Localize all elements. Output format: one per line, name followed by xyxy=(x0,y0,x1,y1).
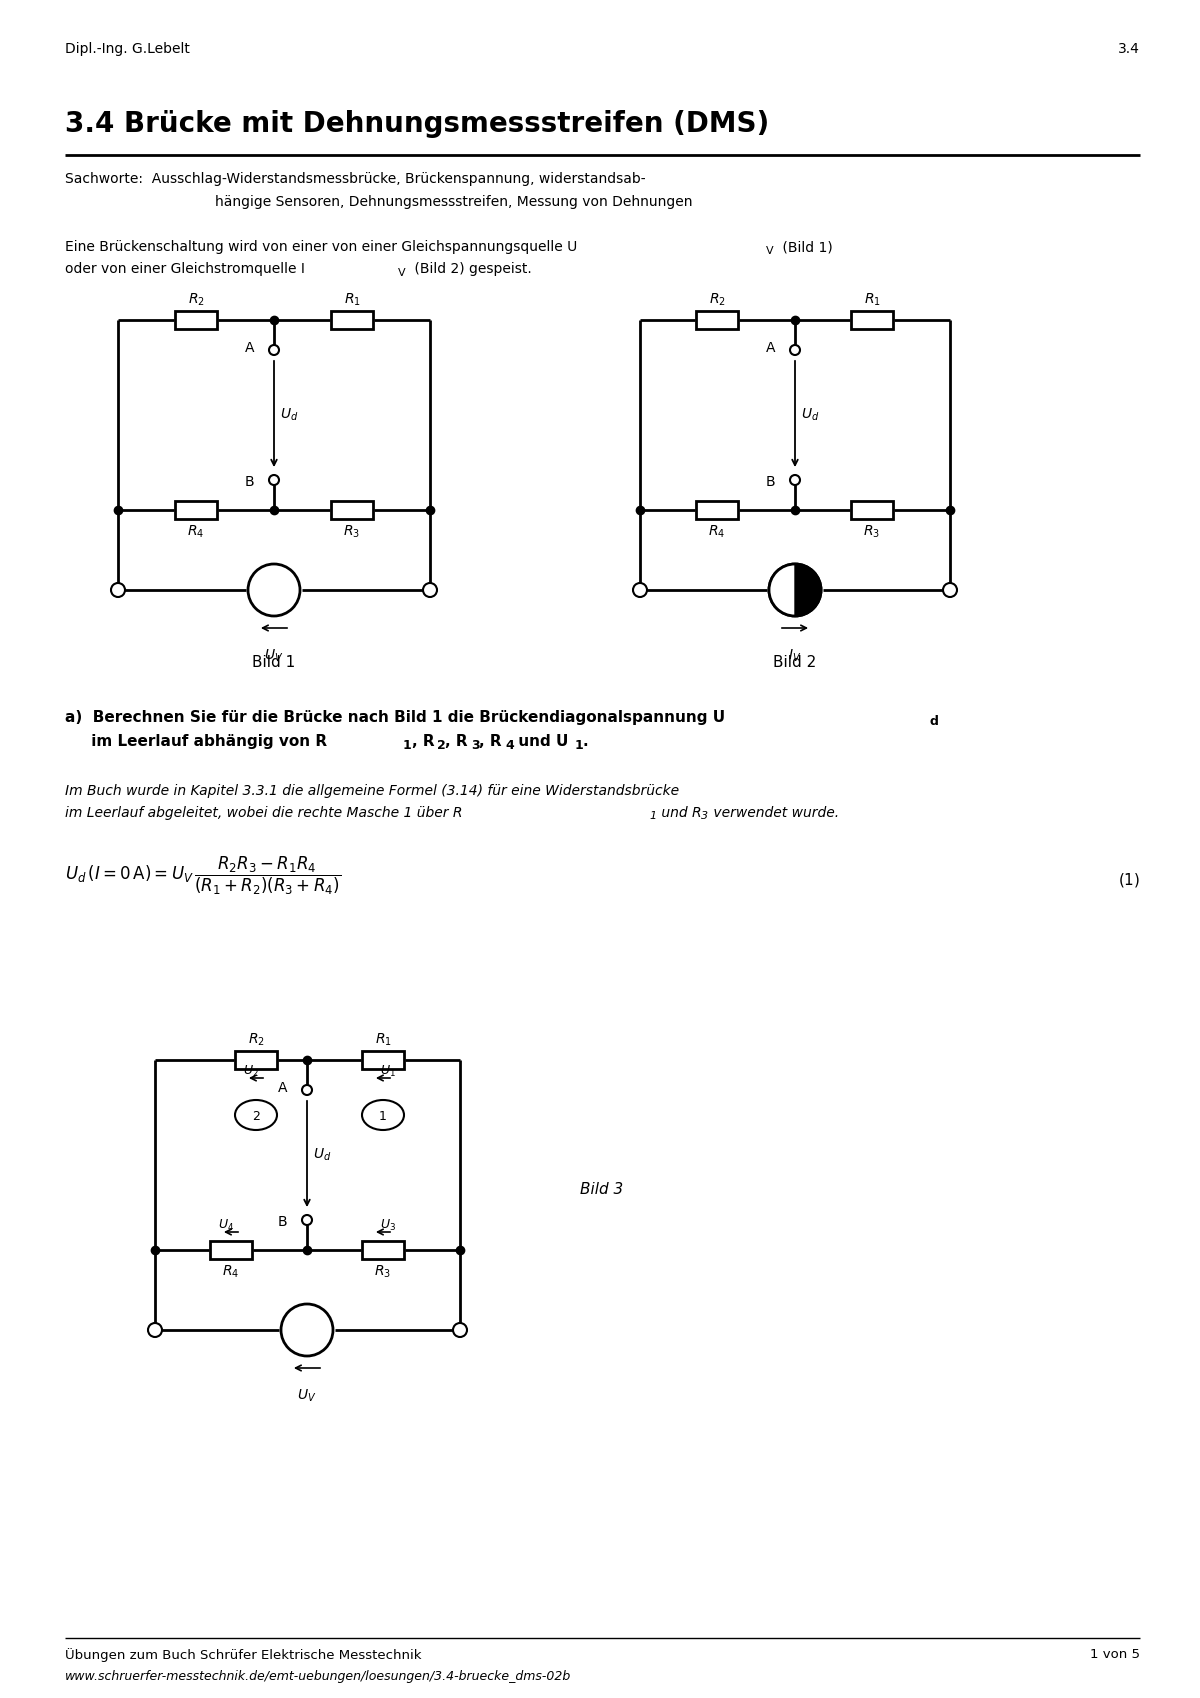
Bar xyxy=(175,311,217,329)
Text: $R_4$: $R_4$ xyxy=(708,525,726,540)
Text: $U_V$: $U_V$ xyxy=(264,649,283,664)
Bar xyxy=(696,501,738,520)
Text: Sachworte:  Ausschlag-Widerstandsmessbrücke, Brückenspannung, widerstandsab-: Sachworte: Ausschlag-Widerstandsmessbrüc… xyxy=(65,171,646,187)
Text: V: V xyxy=(766,246,774,256)
Text: 1: 1 xyxy=(403,739,412,752)
Text: $R_3$: $R_3$ xyxy=(374,1263,391,1280)
Text: 2: 2 xyxy=(437,739,445,752)
Text: B: B xyxy=(766,475,775,489)
Ellipse shape xyxy=(362,1100,404,1129)
Text: $U_d$: $U_d$ xyxy=(802,408,820,423)
Text: Bild 3: Bild 3 xyxy=(580,1182,623,1197)
Circle shape xyxy=(302,1085,312,1095)
Text: (Bild 1): (Bild 1) xyxy=(778,239,833,255)
Bar xyxy=(235,1051,277,1070)
Text: $R_4$: $R_4$ xyxy=(222,1263,240,1280)
Text: , R: , R xyxy=(479,734,502,749)
Circle shape xyxy=(943,582,958,598)
Circle shape xyxy=(248,564,300,616)
Bar xyxy=(331,501,373,520)
Text: Bild 2: Bild 2 xyxy=(773,655,817,671)
Text: 1: 1 xyxy=(575,739,583,752)
Text: A: A xyxy=(245,341,254,355)
Text: www.schruerfer-messtechnik.de/emt-uebungen/loesungen/3.4-bruecke_dms-02b: www.schruerfer-messtechnik.de/emt-uebung… xyxy=(65,1671,571,1683)
Text: Bild 1: Bild 1 xyxy=(252,655,295,671)
Circle shape xyxy=(634,582,647,598)
Circle shape xyxy=(302,1216,312,1224)
Text: 3: 3 xyxy=(701,812,708,822)
Text: $U_d$: $U_d$ xyxy=(280,408,299,423)
Text: a)  Berechnen Sie für die Brücke nach Bild 1 die Brückendiagonalspannung U: a) Berechnen Sie für die Brücke nach Bil… xyxy=(65,710,725,725)
Bar xyxy=(696,311,738,329)
Text: $R_4$: $R_4$ xyxy=(187,525,205,540)
Circle shape xyxy=(112,582,125,598)
Text: $R_2$: $R_2$ xyxy=(247,1032,264,1048)
Text: $(1)$: $(1)$ xyxy=(1117,871,1140,890)
Text: (Bild 2) gespeist.: (Bild 2) gespeist. xyxy=(410,261,532,277)
Text: B: B xyxy=(277,1216,287,1229)
Circle shape xyxy=(269,475,278,486)
Circle shape xyxy=(269,345,278,355)
Circle shape xyxy=(148,1323,162,1336)
Bar xyxy=(851,311,893,329)
Bar xyxy=(362,1241,404,1258)
Circle shape xyxy=(769,564,821,616)
Text: 3.4 Brücke mit Dehnungsmessstreifen (DMS): 3.4 Brücke mit Dehnungsmessstreifen (DMS… xyxy=(65,110,769,138)
Text: verwendet wurde.: verwendet wurde. xyxy=(709,807,839,820)
Circle shape xyxy=(281,1304,334,1357)
Circle shape xyxy=(790,475,800,486)
Text: V: V xyxy=(398,268,406,278)
Text: $U_V$: $U_V$ xyxy=(298,1387,317,1404)
Text: B: B xyxy=(245,475,254,489)
Text: $R_3$: $R_3$ xyxy=(343,525,360,540)
Text: 4: 4 xyxy=(505,739,514,752)
Text: Dipl.-Ing. G.Lebelt: Dipl.-Ing. G.Lebelt xyxy=(65,42,190,56)
Text: $U_d\,(I=0\,\mathrm{A}) = U_V\,\dfrac{R_2R_3 - R_1R_4}{\left(R_1+R_2\right)\left: $U_d\,(I=0\,\mathrm{A}) = U_V\,\dfrac{R_… xyxy=(65,856,341,897)
Text: , R: , R xyxy=(412,734,434,749)
Text: $U_1$: $U_1$ xyxy=(380,1065,396,1080)
Text: A: A xyxy=(277,1082,287,1095)
Text: A: A xyxy=(766,341,775,355)
Circle shape xyxy=(424,582,437,598)
Bar xyxy=(331,311,373,329)
Text: 3: 3 xyxy=(470,739,480,752)
Text: und R: und R xyxy=(658,807,702,820)
Text: und U: und U xyxy=(514,734,569,749)
Text: $U_d$: $U_d$ xyxy=(313,1146,331,1163)
Text: 3.4: 3.4 xyxy=(1118,42,1140,56)
Text: $U_4$: $U_4$ xyxy=(218,1217,234,1233)
Text: $U_2$: $U_2$ xyxy=(244,1065,259,1080)
Text: $I_V$: $I_V$ xyxy=(788,649,802,664)
Circle shape xyxy=(769,564,821,616)
Text: $R_1$: $R_1$ xyxy=(343,292,360,309)
Text: , R: , R xyxy=(445,734,468,749)
Text: im Leerlauf abhängig von R: im Leerlauf abhängig von R xyxy=(65,734,328,749)
Text: $R_1$: $R_1$ xyxy=(864,292,881,309)
Bar xyxy=(851,501,893,520)
Text: Im Buch wurde in Kapitel 3.3.1 die allgemeine Formel (3.14) für eine Widerstands: Im Buch wurde in Kapitel 3.3.1 die allge… xyxy=(65,784,679,798)
Text: 1: 1 xyxy=(649,812,656,822)
Text: 1 von 5: 1 von 5 xyxy=(1090,1649,1140,1661)
Bar xyxy=(210,1241,252,1258)
Text: .: . xyxy=(583,734,589,749)
Text: 2: 2 xyxy=(252,1110,260,1124)
Text: Eine Brückenschaltung wird von einer von einer Gleichspannungsquelle U: Eine Brückenschaltung wird von einer von… xyxy=(65,239,577,255)
Text: oder von einer Gleichstromquelle I: oder von einer Gleichstromquelle I xyxy=(65,261,305,277)
Text: d: d xyxy=(929,715,938,728)
Text: 1: 1 xyxy=(379,1110,386,1124)
Text: $R_2$: $R_2$ xyxy=(187,292,204,309)
Polygon shape xyxy=(796,564,821,616)
Text: $R_1$: $R_1$ xyxy=(374,1032,391,1048)
Text: $U_3$: $U_3$ xyxy=(380,1217,396,1233)
Text: $R_2$: $R_2$ xyxy=(708,292,726,309)
Bar xyxy=(362,1051,404,1070)
Text: im Leerlauf abgeleitet, wobei die rechte Masche 1 über R: im Leerlauf abgeleitet, wobei die rechte… xyxy=(65,807,462,820)
Bar xyxy=(175,501,217,520)
Text: Übungen zum Buch Schrüfer Elektrische Messtechnik: Übungen zum Buch Schrüfer Elektrische Me… xyxy=(65,1649,421,1662)
Ellipse shape xyxy=(235,1100,277,1129)
Text: $R_3$: $R_3$ xyxy=(864,525,881,540)
Circle shape xyxy=(454,1323,467,1336)
Circle shape xyxy=(790,345,800,355)
Text: hängige Sensoren, Dehnungsmessstreifen, Messung von Dehnungen: hängige Sensoren, Dehnungsmessstreifen, … xyxy=(215,195,692,209)
